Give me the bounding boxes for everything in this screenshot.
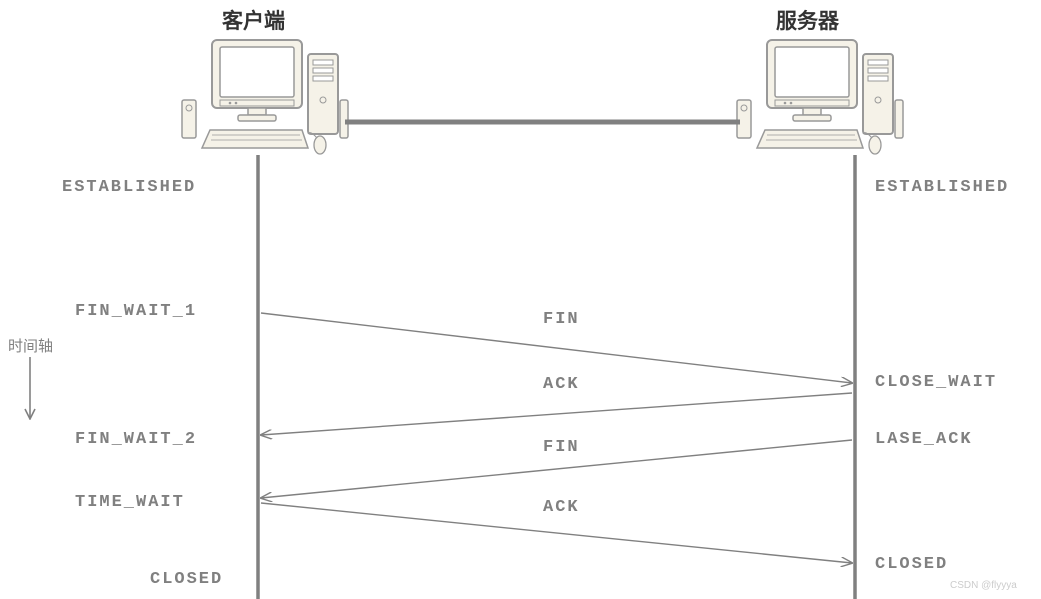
message-label: ACK <box>543 498 580 517</box>
server-state-label: LASE_ACK <box>875 430 973 449</box>
client-state-label: FIN_WAIT_2 <box>75 430 197 449</box>
message-label: FIN <box>543 438 580 457</box>
client-state-label: CLOSED <box>150 570 223 589</box>
client-state-label: FIN_WAIT_1 <box>75 302 197 321</box>
watermark-text: CSDN @flyyya <box>950 580 1017 591</box>
message-label: ACK <box>543 375 580 394</box>
server-state-label: CLOSE_WAIT <box>875 373 997 392</box>
message-label: FIN <box>543 310 580 329</box>
client-state-label: TIME_WAIT <box>75 493 185 512</box>
diagram-canvas: 客户端 服务器 <box>0 0 1041 599</box>
server-state-label: ESTABLISHED <box>875 178 1009 197</box>
time-axis-label: 时间轴 <box>8 335 53 356</box>
server-state-label: CLOSED <box>875 555 948 574</box>
client-state-label: ESTABLISHED <box>62 178 196 197</box>
